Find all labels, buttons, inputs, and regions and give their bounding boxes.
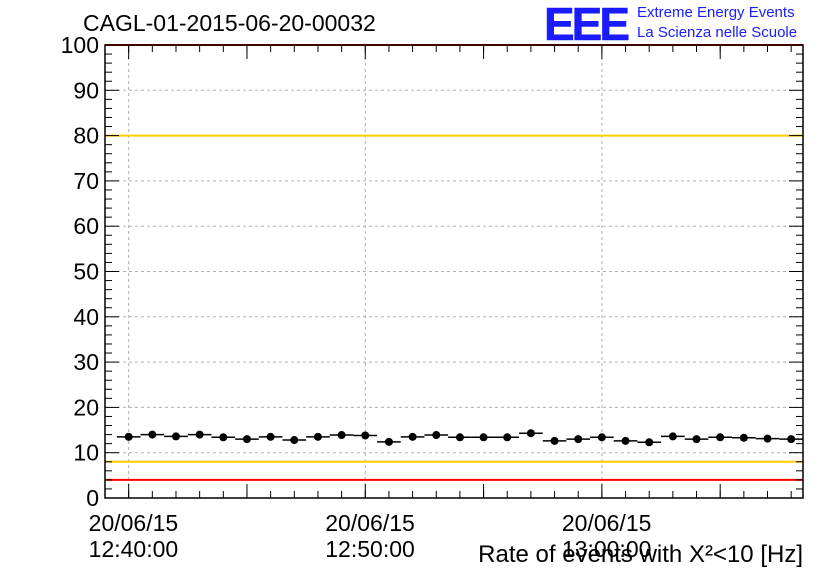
data-point: [384, 437, 393, 446]
y-tick-label: 30: [73, 349, 99, 375]
data-point: [455, 433, 464, 442]
x-tick-label-time: 12:40:00: [89, 536, 179, 562]
y-tick-label: 20: [73, 394, 99, 420]
eee-logo: EEE: [544, 2, 632, 44]
y-tick-label: 40: [73, 304, 99, 330]
data-point: [668, 432, 677, 441]
data-point: [361, 431, 370, 440]
y-tick-label: 80: [73, 123, 99, 149]
data-point: [242, 435, 251, 444]
data-point: [290, 436, 299, 445]
data-point: [337, 431, 346, 440]
logo-caption-line2: La Scienza nelle Scuole: [637, 24, 798, 41]
data-point: [479, 433, 488, 442]
y-tick-label: 0: [86, 485, 99, 511]
data-point: [124, 432, 133, 441]
data-point: [408, 432, 417, 441]
x-axis-title: Rate of events with X²<10 [Hz]: [478, 541, 803, 568]
chart-title: CAGL-01-2015-06-20-00032: [83, 10, 376, 36]
data-point: [313, 432, 322, 441]
data-point: [219, 433, 228, 442]
y-tick-label: 100: [61, 32, 99, 58]
data-point: [645, 438, 654, 447]
y-tick-label: 50: [73, 259, 99, 285]
data-point: [739, 433, 748, 442]
data-point: [763, 434, 772, 443]
data-point: [550, 436, 559, 445]
data-point: [266, 432, 275, 441]
x-tick-label-date: 20/06/15: [562, 510, 652, 536]
data-point: [148, 430, 157, 439]
data-point: [195, 430, 204, 439]
data-point: [692, 435, 701, 444]
x-tick-label-time: 12:50:00: [325, 536, 415, 562]
data-point: [503, 433, 512, 442]
y-tick-label: 90: [73, 77, 99, 103]
data-point: [597, 433, 606, 442]
data-point: [526, 429, 535, 438]
x-tick-label-date: 20/06/15: [89, 510, 179, 536]
y-tick-label: 60: [73, 213, 99, 239]
logo-caption-line1: Extreme Energy Events: [637, 4, 795, 21]
y-tick-label: 10: [73, 440, 99, 466]
x-tick-label-time: 13:00:00: [562, 536, 652, 562]
data-point: [432, 431, 441, 440]
svg-text:EEE: EEE: [544, 2, 628, 44]
data-point: [621, 436, 630, 445]
data-point: [574, 435, 583, 444]
data-point: [787, 435, 796, 444]
x-tick-label-date: 20/06/15: [325, 510, 415, 536]
data-point: [716, 433, 725, 442]
y-tick-label: 70: [73, 168, 99, 194]
data-point: [171, 432, 180, 441]
